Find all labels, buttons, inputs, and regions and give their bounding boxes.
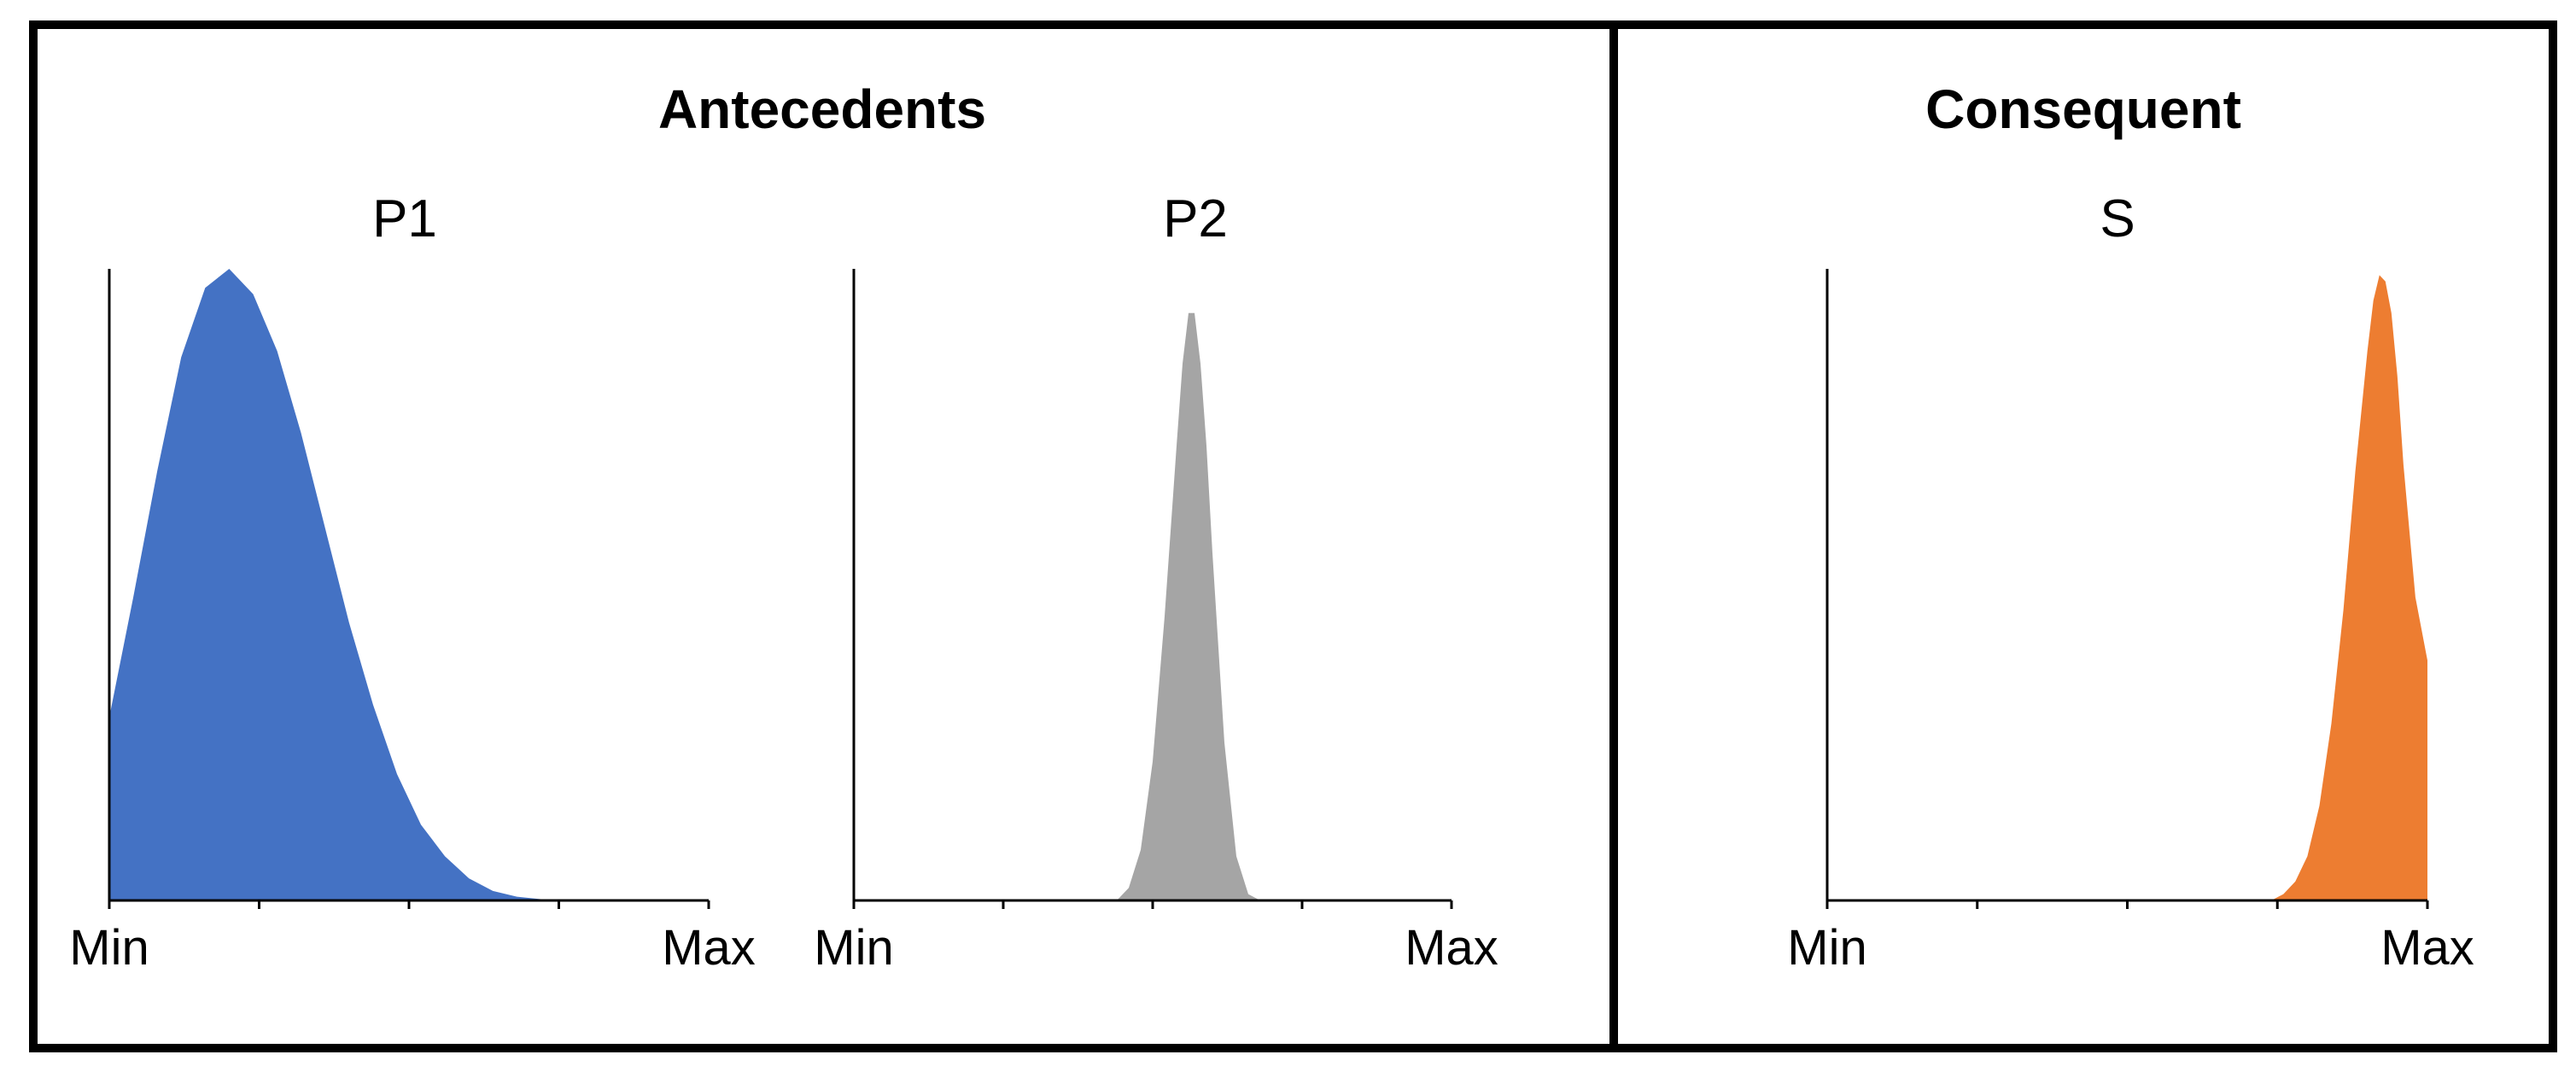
chart-p1-x-tick-label-max: Max bbox=[662, 920, 756, 976]
chart-p1: P1 Min Max bbox=[69, 189, 756, 976]
chart-s-x-tick-label-min: Min bbox=[1787, 920, 1866, 976]
chart-p1-distribution-area bbox=[109, 269, 709, 900]
chart-s: S Min Max bbox=[1787, 189, 2474, 976]
chart-p2-distribution-area bbox=[854, 312, 1452, 900]
chart-p2-x-tick-label-max: Max bbox=[1405, 920, 1498, 976]
chart-p1-x-tick-label-min: Min bbox=[69, 920, 149, 976]
figure-frame bbox=[29, 20, 2557, 1052]
consequent-panel-title: Consequent bbox=[1925, 79, 2241, 140]
chart-p2-title: P2 bbox=[1163, 189, 1228, 248]
chart-s-title: S bbox=[2100, 189, 2135, 248]
antecedents-panel-title: Antecedents bbox=[658, 79, 986, 140]
chart-p1-title: P1 bbox=[372, 189, 437, 248]
chart-p2: P2 Min Max bbox=[814, 189, 1498, 976]
chart-p2-x-tick-label-min: Min bbox=[814, 920, 893, 976]
chart-s-distribution-area bbox=[1827, 275, 2427, 900]
chart-s-x-tick-label-max: Max bbox=[2380, 920, 2474, 976]
